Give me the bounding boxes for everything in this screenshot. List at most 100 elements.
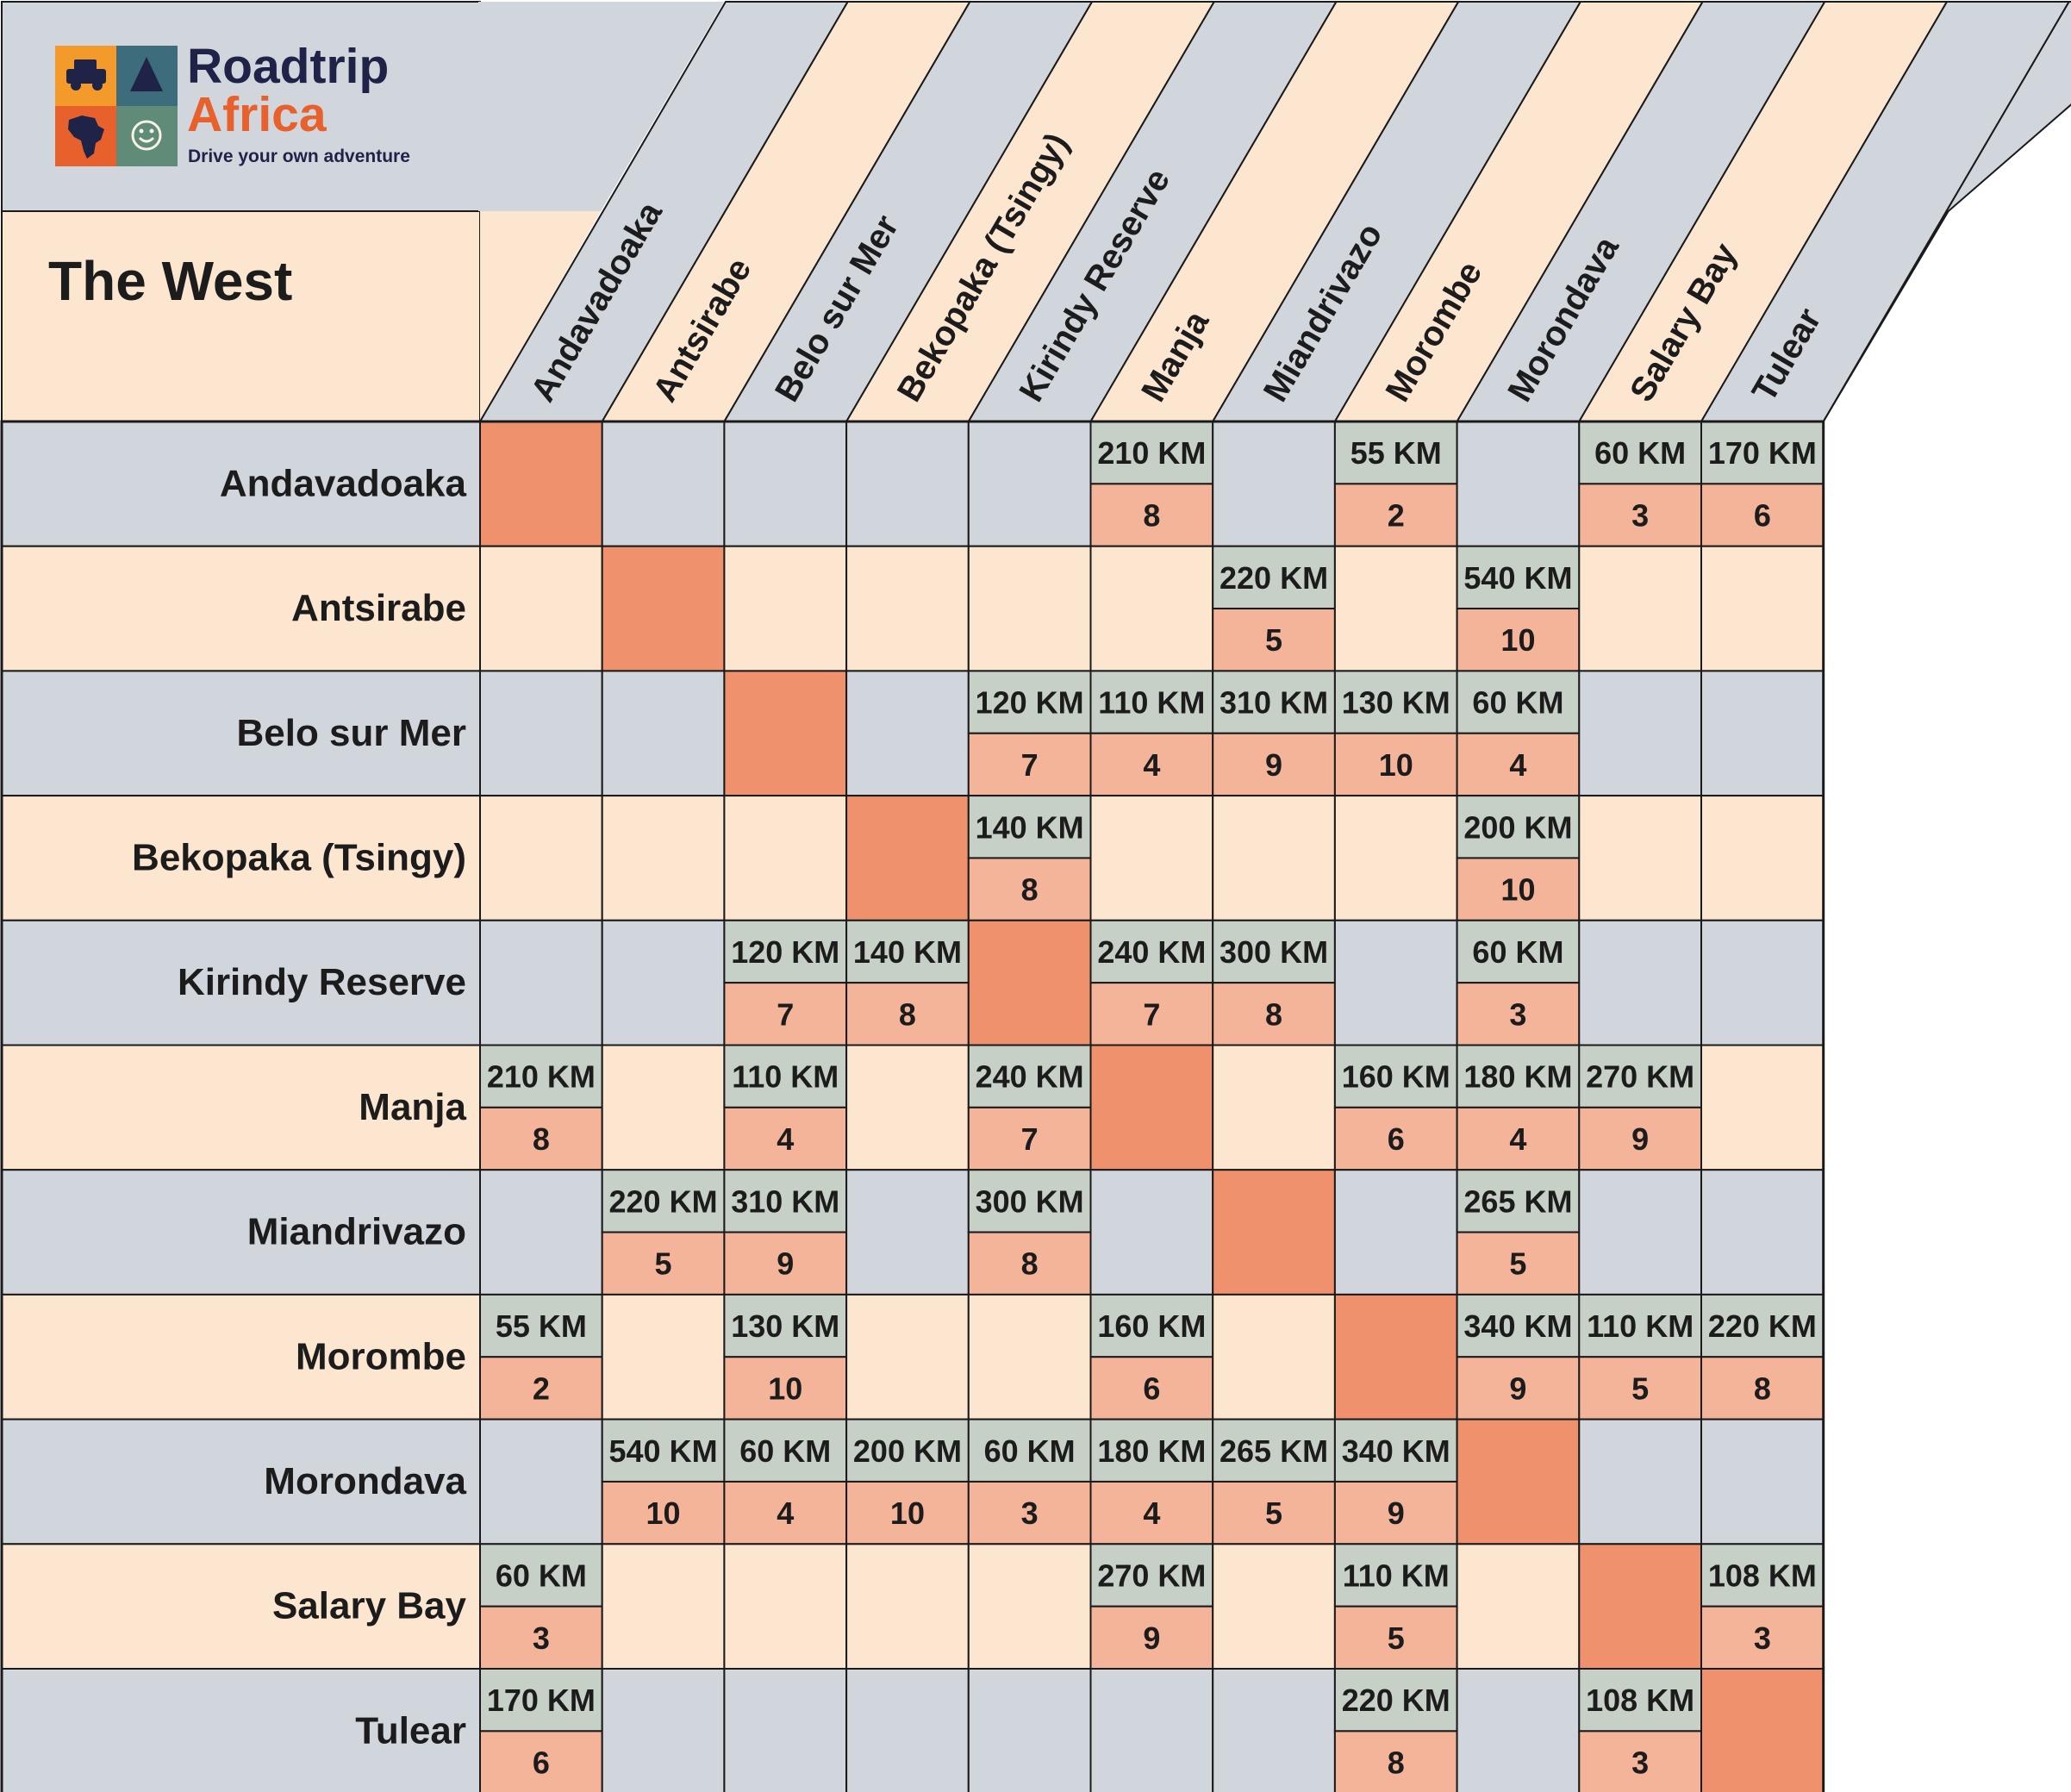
empty-cell xyxy=(1456,1668,1581,1792)
brand-tagline: Drive your own adventure xyxy=(188,147,410,166)
diagonal-cell xyxy=(1212,1169,1336,1296)
diagonal-cell xyxy=(845,795,970,921)
time-label: 9 xyxy=(1265,747,1282,783)
distance-label: 540 KM xyxy=(609,1433,718,1469)
distance-label: 220 KM xyxy=(1220,560,1328,596)
distance-label: 210 KM xyxy=(1097,435,1206,471)
car-icon xyxy=(66,59,106,91)
time-label: 10 xyxy=(1500,622,1535,658)
empty-cell xyxy=(723,545,848,672)
time-cell xyxy=(479,1605,603,1670)
diagonal-cell xyxy=(967,919,1092,1046)
brand-name-line1: Roadtrip xyxy=(187,39,389,94)
time-label: 3 xyxy=(1021,1495,1039,1531)
distance-label: 130 KM xyxy=(1342,685,1450,721)
distance-cell xyxy=(967,1418,1092,1483)
empty-cell xyxy=(723,1668,848,1792)
empty-cell xyxy=(479,795,603,921)
distance-label: 270 KM xyxy=(1586,1059,1694,1095)
time-label: 4 xyxy=(777,1495,794,1531)
distance-label: 340 KM xyxy=(1463,1308,1572,1344)
time-label: 3 xyxy=(1754,1620,1771,1656)
empty-cell xyxy=(479,545,603,672)
time-label: 5 xyxy=(1509,1246,1526,1282)
time-label: 3 xyxy=(1509,996,1526,1032)
distance-label: 340 KM xyxy=(1342,1433,1450,1469)
distance-label: 60 KM xyxy=(739,1433,831,1469)
distance-cell xyxy=(723,1293,848,1358)
diagonal-cell xyxy=(723,670,848,797)
empty-cell xyxy=(845,421,970,547)
empty-cell xyxy=(1089,1668,1214,1792)
empty-cell xyxy=(1578,795,1703,921)
empty-cell xyxy=(845,1543,970,1670)
distance-label: 220 KM xyxy=(1708,1308,1817,1344)
time-cell xyxy=(1456,1356,1581,1420)
brand-name-line2: Africa xyxy=(187,87,327,142)
empty-cell xyxy=(967,1668,1092,1792)
time-label: 7 xyxy=(1143,996,1160,1032)
distance-label: 300 KM xyxy=(976,1183,1084,1219)
distance-label: 110 KM xyxy=(1587,1308,1694,1344)
title-panel xyxy=(1,210,481,422)
time-label: 8 xyxy=(1021,1246,1039,1282)
distance-cell xyxy=(1089,421,1214,485)
time-label: 10 xyxy=(768,1371,802,1406)
distance-label: 200 KM xyxy=(853,1433,962,1469)
empty-cell xyxy=(845,670,970,797)
distance-label: 110 KM xyxy=(1343,1558,1450,1593)
distance-label: 60 KM xyxy=(1472,934,1563,970)
time-label: 6 xyxy=(533,1745,550,1781)
time-label: 8 xyxy=(899,996,916,1032)
empty-cell xyxy=(601,421,726,547)
empty-cell xyxy=(601,1044,726,1171)
distance-label: 60 KM xyxy=(1472,685,1563,721)
diagonal-cell xyxy=(1456,1418,1581,1545)
distance-cell xyxy=(1456,670,1581,734)
empty-cell xyxy=(723,421,848,547)
time-label: 5 xyxy=(1265,622,1282,658)
empty-cell xyxy=(723,795,848,921)
distance-cell xyxy=(1456,919,1581,984)
time-cell xyxy=(479,1356,603,1420)
time-cell xyxy=(1456,857,1581,921)
time-cell xyxy=(723,1231,848,1296)
time-label: 5 xyxy=(1388,1620,1405,1656)
empty-cell xyxy=(1212,1293,1336,1420)
distance-cell xyxy=(1333,1543,1458,1608)
time-label: 9 xyxy=(1388,1495,1405,1531)
row-label: Miandrivazo xyxy=(247,1211,466,1253)
empty-cell xyxy=(1333,545,1458,672)
distance-cell xyxy=(1333,1044,1458,1108)
empty-cell xyxy=(1333,1169,1458,1296)
distance-label: 160 KM xyxy=(1342,1059,1450,1095)
empty-cell xyxy=(1700,795,1825,921)
time-label: 4 xyxy=(777,1121,794,1157)
time-cell xyxy=(723,1356,848,1420)
distance-cell xyxy=(723,1418,848,1483)
row-label: Manja xyxy=(359,1086,466,1128)
time-label: 2 xyxy=(1388,498,1405,534)
time-label: 5 xyxy=(1631,1371,1649,1406)
time-cell xyxy=(1700,483,1825,547)
distance-cell xyxy=(1578,1293,1703,1358)
distance-label: 265 KM xyxy=(1220,1433,1328,1469)
distance-cell xyxy=(723,919,848,984)
empty-cell xyxy=(967,1293,1092,1420)
distance-label: 265 KM xyxy=(1463,1183,1572,1219)
time-label: 6 xyxy=(1388,1121,1405,1157)
time-cell xyxy=(1700,1605,1825,1670)
row-header-cell xyxy=(1,545,481,672)
time-label: 8 xyxy=(1265,996,1282,1032)
time-cell xyxy=(967,1106,1092,1171)
distance-cell xyxy=(845,919,970,984)
empty-cell xyxy=(967,545,1092,672)
time-cell xyxy=(1700,1356,1825,1420)
time-label: 4 xyxy=(1143,1495,1160,1531)
row-header-cell xyxy=(1,1044,481,1171)
time-cell xyxy=(1578,483,1703,547)
diagonal-cell xyxy=(1700,1668,1825,1792)
distance-cell xyxy=(1456,1044,1581,1108)
distance-cell xyxy=(1212,545,1336,610)
empty-cell xyxy=(1456,1543,1581,1670)
